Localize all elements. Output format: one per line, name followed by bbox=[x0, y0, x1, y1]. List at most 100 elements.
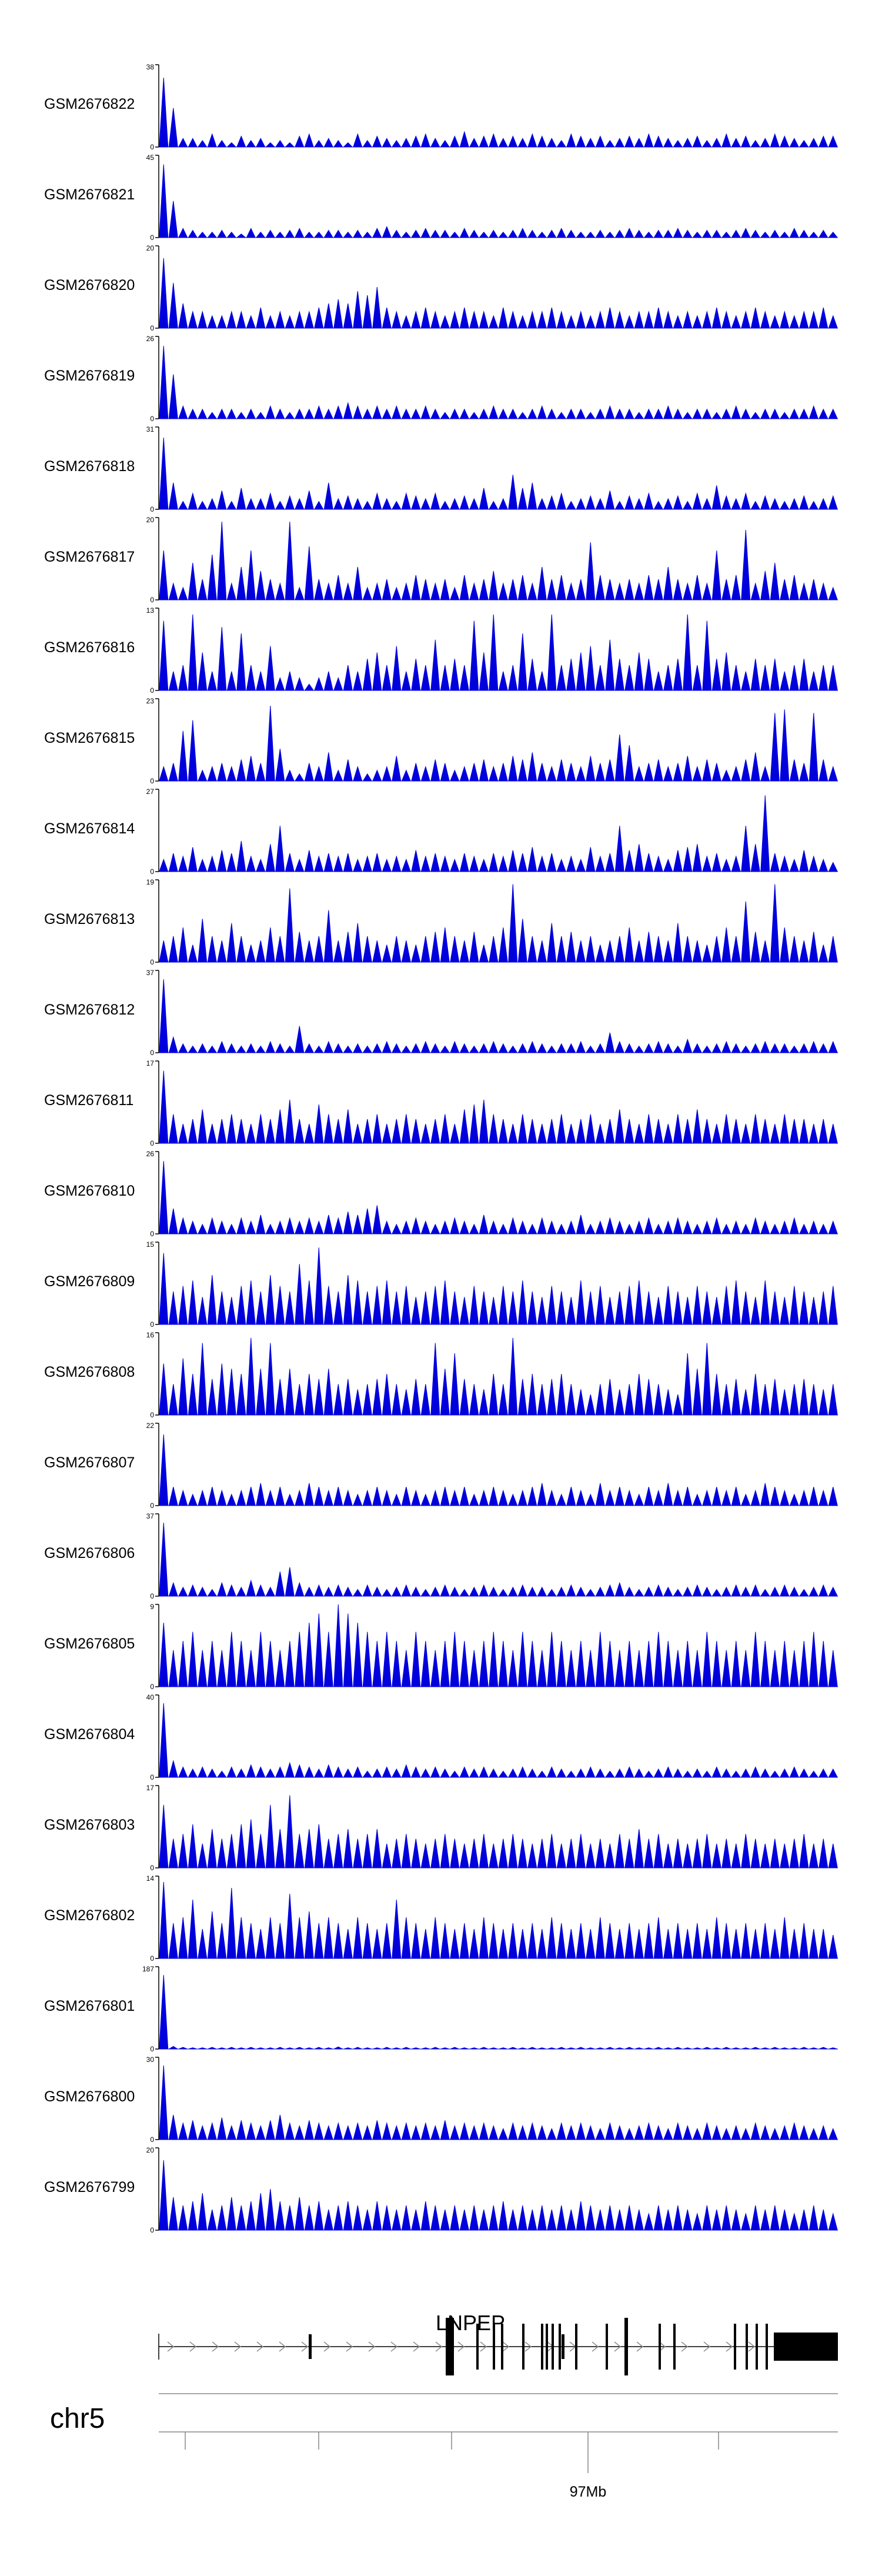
exon bbox=[541, 2324, 543, 2370]
track-label: GSM2676807 bbox=[44, 1454, 135, 1471]
track-label: GSM2676821 bbox=[44, 186, 135, 203]
exon bbox=[606, 2324, 608, 2370]
track-GSM2676810: GSM2676810 26 0 bbox=[44, 1150, 838, 1238]
signal-area bbox=[159, 706, 838, 782]
y-max-label: 26 bbox=[146, 335, 155, 343]
track-GSM2676819: GSM2676819 26 0 bbox=[44, 335, 838, 423]
track-GSM2676807: GSM2676807 22 0 bbox=[44, 1422, 838, 1510]
y-min-label: 0 bbox=[150, 1230, 154, 1238]
intron-arrow bbox=[502, 2341, 510, 2352]
intron-arrow bbox=[368, 2341, 376, 2352]
y-max-label: 14 bbox=[146, 1874, 155, 1883]
signal-area bbox=[159, 1337, 838, 1416]
exon bbox=[559, 2324, 561, 2370]
y-min-label: 0 bbox=[150, 1320, 154, 1329]
y-min-label: 0 bbox=[150, 2135, 154, 2144]
exon bbox=[501, 2324, 503, 2370]
y-max-label: 30 bbox=[146, 2056, 155, 2064]
y-max-label: 37 bbox=[146, 969, 155, 977]
exon bbox=[493, 2324, 495, 2370]
track-label: GSM2676810 bbox=[44, 1183, 135, 1199]
intron-arrow bbox=[748, 2341, 756, 2352]
y-min-label: 0 bbox=[150, 958, 154, 966]
intron-arrow bbox=[524, 2341, 532, 2352]
track-label: GSM2676801 bbox=[44, 1998, 135, 2014]
y-max-label: 37 bbox=[146, 1512, 155, 1520]
exon bbox=[522, 2324, 524, 2370]
track-label: GSM2676816 bbox=[44, 639, 135, 656]
intron-arrow bbox=[279, 2341, 286, 2352]
signal-area bbox=[159, 795, 838, 872]
y-min-label: 0 bbox=[150, 1139, 154, 1147]
intron-arrow bbox=[703, 2341, 711, 2352]
intron-arrow bbox=[390, 2341, 398, 2352]
y-min-label: 0 bbox=[150, 1411, 154, 1419]
exon bbox=[309, 2334, 312, 2359]
track-label: GSM2676817 bbox=[44, 549, 135, 565]
track-label: GSM2676805 bbox=[44, 1636, 135, 1652]
y-max-label: 187 bbox=[142, 1965, 154, 1973]
track-label: GSM2676806 bbox=[44, 1545, 135, 1561]
track-GSM2676801: GSM2676801 187 0 bbox=[44, 1965, 838, 2053]
track-GSM2676813: GSM2676813 19 0 bbox=[44, 878, 838, 966]
intron-arrow bbox=[346, 2341, 353, 2352]
y-min-label: 0 bbox=[150, 686, 154, 695]
track-GSM2676820: GSM2676820 20 0 bbox=[44, 244, 838, 332]
y-max-label: 17 bbox=[146, 1059, 155, 1067]
y-min-label: 0 bbox=[150, 1954, 154, 1963]
y-min-label: 0 bbox=[150, 1501, 154, 1510]
exon bbox=[659, 2324, 661, 2370]
intron-arrow bbox=[659, 2341, 666, 2352]
intron-arrow bbox=[413, 2341, 420, 2352]
y-min-label: 0 bbox=[150, 324, 154, 332]
exon bbox=[476, 2324, 479, 2370]
intron-arrow bbox=[636, 2341, 644, 2352]
track-label: GSM2676809 bbox=[44, 1273, 135, 1290]
y-min-label: 0 bbox=[150, 1049, 154, 1057]
exon bbox=[575, 2324, 577, 2370]
track-GSM2676800: GSM2676800 30 0 bbox=[44, 2056, 838, 2144]
y-min-label: 0 bbox=[150, 1592, 154, 1600]
track-label: GSM2676820 bbox=[44, 277, 135, 293]
track-GSM2676814: GSM2676814 27 0 bbox=[44, 788, 838, 876]
track-label: GSM2676815 bbox=[44, 730, 135, 746]
exon bbox=[756, 2324, 758, 2370]
y-min-label: 0 bbox=[150, 505, 154, 513]
exon bbox=[552, 2324, 554, 2370]
signal-area bbox=[159, 1161, 838, 1234]
exon bbox=[446, 2318, 454, 2375]
y-min-label: 0 bbox=[150, 1683, 154, 1691]
intron-arrow bbox=[234, 2341, 242, 2352]
intron-arrow bbox=[189, 2341, 197, 2352]
signal-area bbox=[159, 1247, 838, 1325]
track-GSM2676802: GSM2676802 14 0 bbox=[44, 1874, 838, 1963]
intron-arrow bbox=[681, 2341, 689, 2352]
signal-area bbox=[159, 1795, 838, 1868]
signal-area bbox=[159, 2065, 838, 2140]
intron-arrow bbox=[435, 2341, 443, 2352]
track-label: GSM2676804 bbox=[44, 1726, 135, 1743]
track-label: GSM2676800 bbox=[44, 2088, 135, 2105]
signal-area bbox=[159, 1434, 838, 1506]
y-max-label: 23 bbox=[146, 697, 155, 705]
signal-area bbox=[159, 1070, 838, 1144]
exon-utr bbox=[774, 2333, 838, 2361]
intron-arrow bbox=[323, 2341, 331, 2352]
x-tick-label: 97Mb bbox=[570, 2484, 607, 2500]
y-min-label: 0 bbox=[150, 596, 154, 604]
track-label: GSM2676814 bbox=[44, 820, 135, 837]
exon bbox=[546, 2324, 548, 2370]
track-GSM2676812: GSM2676812 37 0 bbox=[44, 969, 838, 1057]
track-GSM2676822: GSM2676822 38 0 bbox=[44, 63, 838, 151]
track-GSM2676809: GSM2676809 15 0 bbox=[44, 1240, 838, 1329]
y-max-label: 16 bbox=[146, 1331, 155, 1339]
y-min-label: 0 bbox=[150, 867, 154, 876]
chromosome-label: chr5 bbox=[50, 2403, 105, 2434]
signal-area bbox=[159, 521, 838, 600]
gene-track: LNPEP bbox=[158, 2311, 838, 2375]
y-max-label: 15 bbox=[146, 1240, 155, 1249]
exon bbox=[673, 2324, 676, 2370]
track-GSM2676806: GSM2676806 37 0 bbox=[44, 1512, 838, 1600]
signal-area bbox=[159, 1604, 838, 1687]
